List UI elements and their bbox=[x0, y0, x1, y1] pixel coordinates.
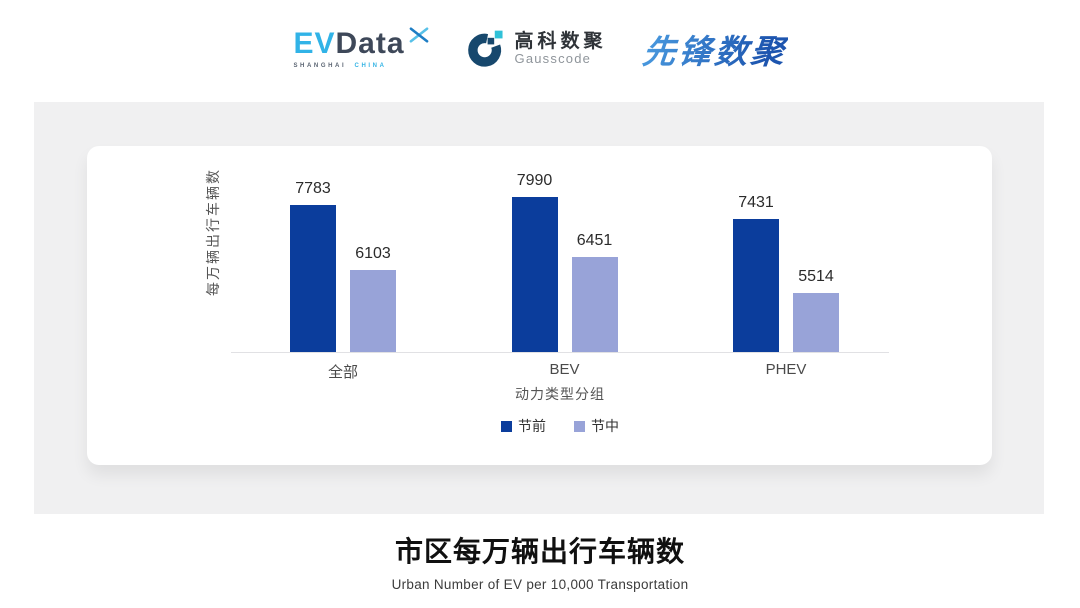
gausscode-text: 高科数聚 Gausscode bbox=[515, 31, 607, 68]
y-axis-label: 每万辆出行车辆数 bbox=[205, 168, 221, 296]
gausscode-en-text: Gausscode bbox=[514, 51, 592, 67]
bar-value-label: 7990 bbox=[516, 172, 553, 189]
category-label: 全部 bbox=[327, 364, 359, 381]
legend-item-pre-holiday: 节前 bbox=[501, 416, 546, 436]
evdata-logo-subtext: SHANGHAI CHINA bbox=[293, 63, 430, 69]
x-star-icon bbox=[409, 27, 428, 43]
chart-card: 每万辆出行车辆数 动力类型分组 节前 节中 7783 6103 全部 7990 6451… bbox=[87, 146, 992, 465]
bar-series-0-cat-0 bbox=[290, 205, 336, 352]
legend-item-during-holiday: 节中 bbox=[574, 416, 619, 436]
plot-area: 每万辆出行车辆数 动力类型分组 节前 节中 7783 6103 全部 7990 6451… bbox=[87, 146, 992, 465]
logo-bar: EV Data SHANGHAI CHINA 高科数聚 Gausscode bbox=[0, 20, 1080, 78]
legend-swatch-pre-holiday bbox=[501, 420, 512, 432]
bar-value-label: 5514 bbox=[798, 268, 834, 285]
bar-series-0-cat-2 bbox=[733, 219, 779, 352]
legend-swatch-during-holiday bbox=[574, 420, 585, 432]
chart-title: 市区每万辆出行车辆数 bbox=[394, 536, 685, 567]
gausscode-cn-text: 高科数聚 bbox=[514, 30, 607, 52]
bar-series-1-cat-0 bbox=[350, 270, 396, 352]
bar-series-1-cat-2 bbox=[793, 293, 839, 352]
pioneer-logo-text: 先锋数聚 bbox=[640, 33, 789, 70]
evdata-logo-wordmark: EV Data bbox=[293, 27, 430, 60]
bar-series-0-cat-1 bbox=[511, 197, 558, 352]
gausscode-logo: 高科数聚 Gausscode bbox=[467, 29, 607, 69]
legend-label-pre-holiday: 节前 bbox=[518, 418, 546, 434]
caption: 市区每万辆出行车辆数 Urban Number of EV per 10,000… bbox=[0, 530, 1080, 592]
category-label: BEV bbox=[549, 361, 580, 378]
bar-series-1-cat-1 bbox=[571, 257, 618, 352]
bar-value-label: 6451 bbox=[576, 232, 613, 249]
bar-value-label: 6103 bbox=[355, 245, 391, 262]
chart-panel: 每万辆出行车辆数 动力类型分组 节前 节中 7783 6103 全部 7990 6451… bbox=[34, 102, 1044, 514]
x-axis-line bbox=[231, 352, 889, 353]
evdata-logo-ev: EV bbox=[293, 27, 336, 60]
category-label: PHEV bbox=[765, 361, 807, 378]
evdata-logo-data: Data bbox=[335, 27, 405, 60]
evdata-logo: EV Data SHANGHAI CHINA bbox=[293, 27, 430, 69]
gausscode-g-icon bbox=[467, 30, 503, 67]
evdata-logo-china: CHINA bbox=[354, 63, 387, 69]
bar-value-label: 7783 bbox=[295, 180, 331, 197]
legend-label-during-holiday: 节中 bbox=[591, 418, 619, 434]
bar-value-label: 7431 bbox=[738, 194, 774, 211]
legend: 节前 节中 bbox=[501, 416, 619, 436]
x-axis-label: 动力类型分组 bbox=[515, 386, 605, 402]
pioneer-logo: 先锋数聚 bbox=[640, 25, 789, 73]
evdata-logo-shanghai: SHANGHAI bbox=[293, 63, 347, 69]
chart-subtitle: Urban Number of EV per 10,000 Transporta… bbox=[391, 577, 689, 592]
